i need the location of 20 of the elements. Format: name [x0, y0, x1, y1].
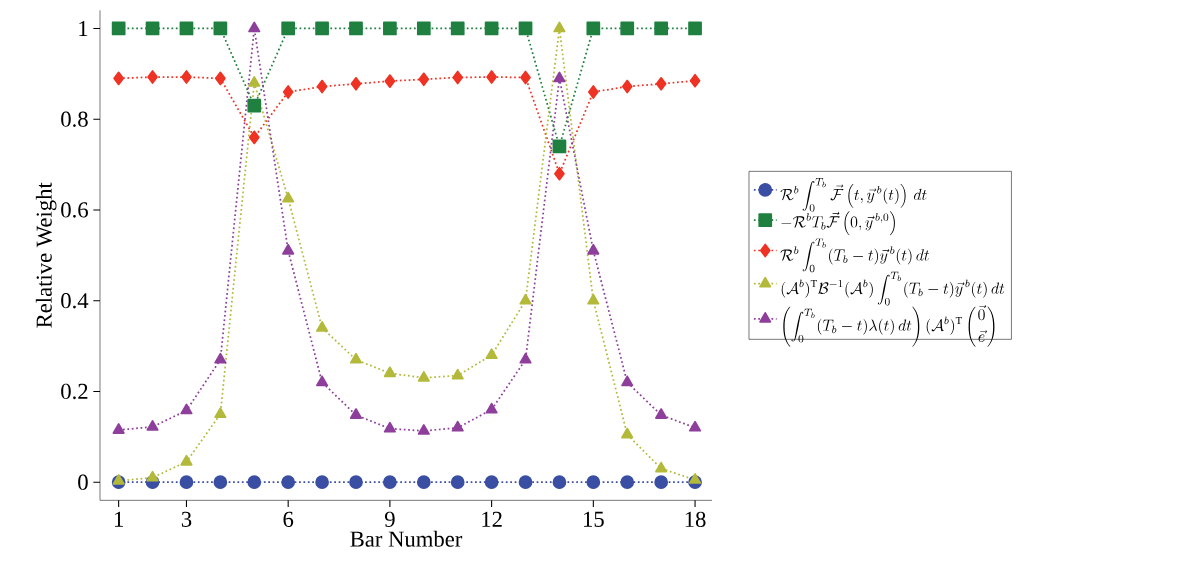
- legend-label: $\mathcal{R}^b\int_0^{T_b}\vec{\mathcal{F}}\left(t,\vec{y}^{\,b}(t)\right)\,dt$: [780, 178, 927, 212]
- x-tick-label: 18: [685, 511, 706, 528]
- legend-label: $\left(\int_0^{T_b}(T_b-t)\lambda(t)\,dt\right)(\mathcal{A}^b)^{\mathrm{T}}\left({\vec{0}\atop\vec{e}}\right)$: [783, 305, 995, 347]
- legend-label: $-\mathcal{R}^b T_b\vec{\mathcal{F}}\left(0,\vec{y}^{\,b,0}\right)$: [781, 211, 895, 236]
- x-tick-label: 6: [283, 511, 294, 527]
- x-tick-label: 15: [583, 511, 604, 527]
- legend-label: $(\mathcal{A}^b)^{\mathrm{T}}\mathcal{B}^{-1}(\mathcal{A}^b)\int_0^{T_b}(T_b-t)\vec{y}^{\,b}(t)\,dt$: [781, 271, 1005, 306]
- y-tick-label: 1: [79, 20, 88, 36]
- legend-label: $\mathcal{R}^b\int_0^{T_b}(T_b-t)\vec{y}^{\,b}(t)\,dt$: [780, 238, 930, 273]
- y-tick-label: 0.2: [61, 383, 88, 400]
- x-axis-title: Bar Number: [350, 530, 463, 547]
- x-tick-label: 3: [181, 511, 192, 527]
- y-axis-title: Relative Weight: [35, 182, 57, 328]
- x-tick-label: 9: [384, 511, 395, 527]
- y-tick-label: 0: [78, 474, 88, 490]
- y-tick-label: 0.4: [61, 293, 89, 309]
- y-tick-label: 0.6: [61, 202, 88, 218]
- x-tick-label: 1: [114, 511, 123, 527]
- y-tick-label: 0.8: [61, 111, 88, 127]
- x-tick-label: 12: [482, 511, 502, 527]
